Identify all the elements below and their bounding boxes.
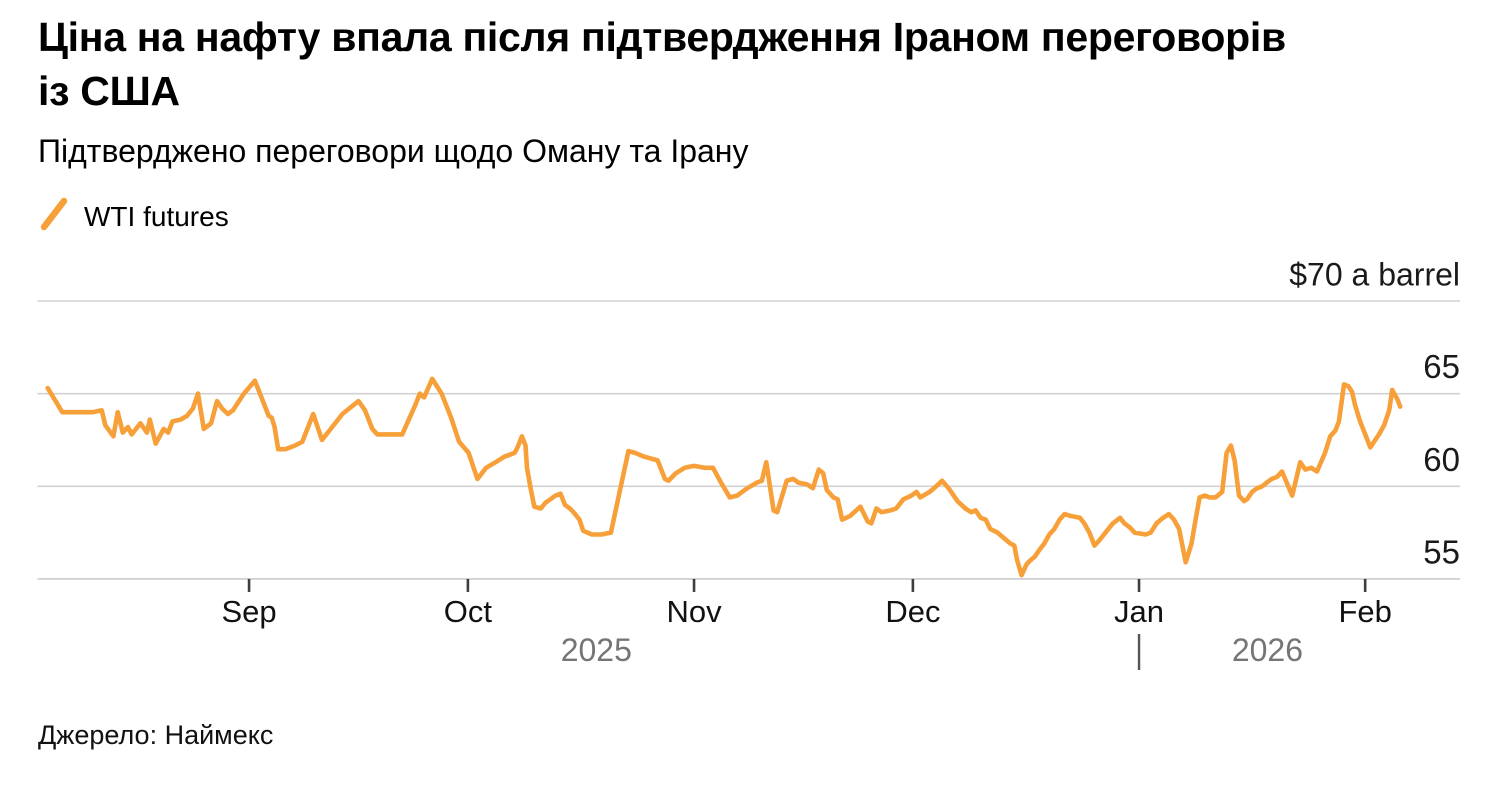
title-line-2: із США: [38, 68, 180, 115]
x-axis: Sep Oct Nov Dec Jan Feb 2025 2026: [221, 578, 1392, 670]
year-label: 2025: [561, 632, 632, 668]
y-tick-label: 65: [1423, 348, 1460, 385]
source-credit: Джерело: Наймекс: [38, 720, 274, 750]
month-tick-label: Jan: [1114, 594, 1164, 629]
legend-series-label: WTI futures: [84, 200, 229, 232]
month-tick-label: Oct: [444, 594, 493, 629]
year-label: 2026: [1232, 632, 1303, 668]
month-tick-label: Nov: [666, 594, 722, 629]
y-tick-label: 55: [1423, 533, 1460, 570]
month-tick-label: Sep: [221, 594, 276, 629]
page-title: Ціна на нафту впала після підтвердження …: [38, 10, 1458, 118]
legend: WTI futures: [38, 196, 229, 237]
legend-swatch-line: [40, 197, 68, 231]
chart-subtitle: Підтверджено переговори щодо Оману та Ір…: [38, 133, 749, 169]
series-swatch-icon: [38, 196, 70, 237]
gridlines: [37, 300, 1460, 580]
title-line-1: Ціна на нафту впала після підтвердження …: [38, 14, 1286, 60]
month-tick-label: Dec: [885, 594, 940, 629]
wti-futures-line: [45, 376, 1403, 578]
wti-price-polyline: [45, 376, 1403, 578]
month-tick-label: Feb: [1338, 594, 1391, 629]
y-axis-unit-label: $70 a barrel: [1289, 257, 1460, 293]
y-tick-label: 60: [1423, 441, 1460, 478]
axis-labels: $70 a barrel 65 60 55: [1289, 257, 1460, 571]
